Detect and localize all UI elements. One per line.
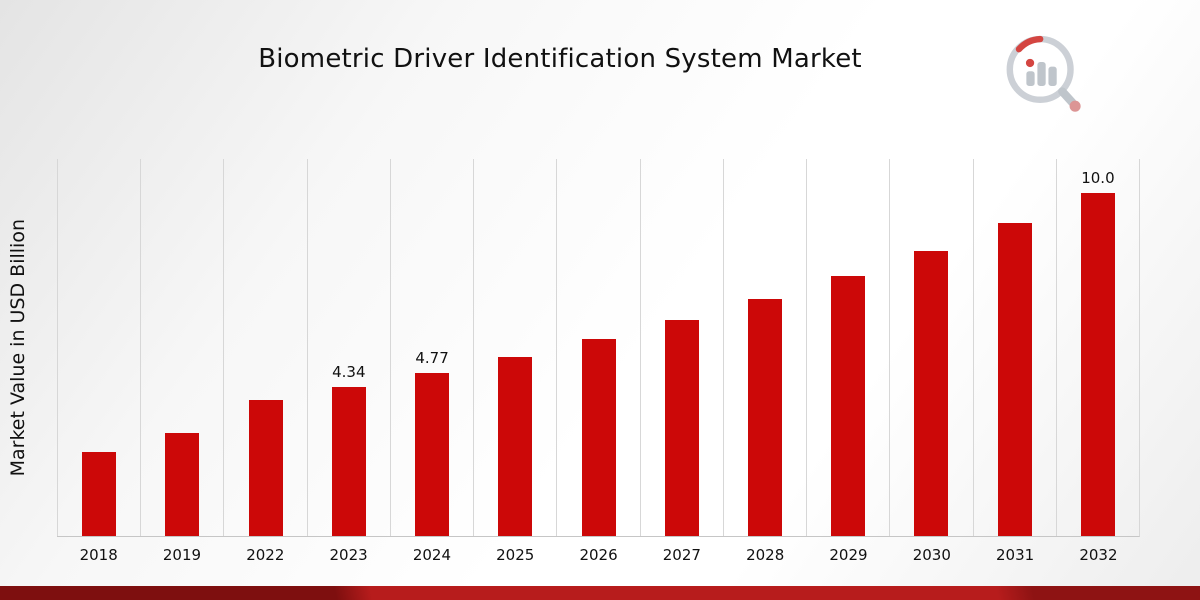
chart-column [639,159,723,536]
chart-column [140,159,223,536]
x-tick-label: 2018 [79,546,118,564]
bar-2023 [331,387,366,536]
chart-column [722,159,806,536]
bar-2027 [664,320,699,536]
chart-column [473,159,556,536]
x-tick-label: 2029 [829,546,868,564]
chart-column [806,159,889,536]
bar-2030 [914,251,949,536]
chart-column [889,159,972,536]
chart-column: 4.34 [306,159,390,536]
bar-value-label: 4.34 [332,363,366,382]
bar-value-label: 10.0 [1081,169,1115,188]
y-axis-label-wrap: Market Value in USD Billion [4,158,32,538]
bar-value-label: 4.77 [415,348,449,367]
bar-chart-plot-area: 4.34 4.77 10.0 [57,159,1140,537]
chart-column: 4.77 [389,159,473,536]
chart-column: 10.0 [1055,159,1139,536]
x-tick-label: 2025 [496,546,535,564]
x-tick-label: 2032 [1079,546,1118,564]
x-tick-label: 2022 [246,546,285,564]
bar-2031 [997,223,1032,536]
y-axis-label: Market Value in USD Billion [7,219,29,477]
x-axis-tick-labels: 2018 2019 2022 2023 2024 2025 2026 2027 2028 2029… [57,546,1140,568]
x-tick-label: 2019 [162,546,202,564]
bottom-red-ribbon [0,586,1200,600]
bar-2032 [1080,193,1115,536]
x-tick-label: 2027 [662,546,701,564]
bar-2018 [82,452,117,536]
bar-2025 [498,356,533,536]
chart-column [57,159,140,536]
bar-2022 [248,400,283,536]
bar-2019 [165,433,200,536]
chart-title: Biometric Driver Identification System M… [258,44,862,74]
x-tick-label: 2024 [412,546,451,564]
brand-logo-icon [1006,35,1081,112]
x-tick-label: 2023 [329,546,368,564]
x-tick-label: 2026 [579,546,618,564]
x-tick-label: 2028 [746,546,785,564]
bar-2028 [747,299,782,536]
bar-2024 [415,372,450,536]
x-tick-label: 2030 [912,546,951,564]
bar-2026 [581,339,616,536]
chart-column [556,159,639,536]
chart-column [972,159,1056,536]
bar-2029 [831,276,866,536]
chart-column [223,159,306,536]
x-tick-label: 2031 [996,546,1035,564]
